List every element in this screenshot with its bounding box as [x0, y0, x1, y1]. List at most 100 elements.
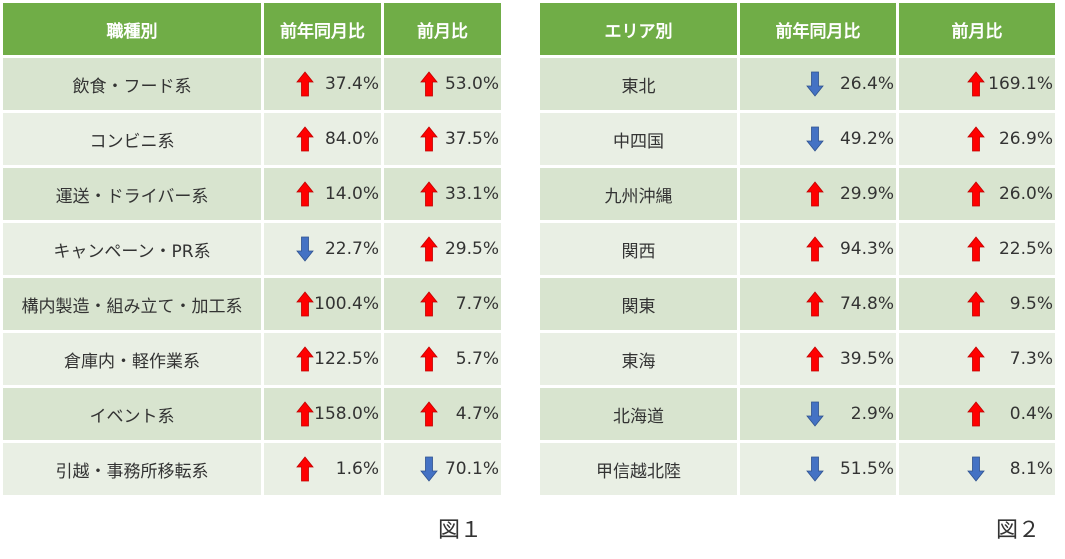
yoy-cell: 84.0%: [264, 113, 381, 165]
arrow-up-icon: [420, 401, 438, 427]
arrow-up-icon: [967, 401, 985, 427]
table-row: 東北 26.4% 169.1%: [540, 58, 1055, 110]
yoy-value: 158.0%: [314, 404, 379, 424]
arrow-up-icon: [967, 181, 985, 207]
arrow-up-icon: [296, 181, 314, 207]
yoy-cell: 14.0%: [264, 168, 381, 220]
yoy-value: 94.3%: [839, 239, 894, 259]
yoy-value: 1.6%: [335, 459, 379, 479]
yoy-value: 14.0%: [324, 184, 379, 204]
mom-value: 53.0%: [444, 74, 499, 94]
mom-value: 33.1%: [444, 184, 499, 204]
row-label: 中四国: [540, 113, 737, 165]
yoy-cell: 37.4%: [264, 58, 381, 110]
arrow-up-icon: [420, 71, 438, 97]
area-table: エリア別 前年同月比 前月比 東北 26.4% 169.1% 中四国 49.2% 26.9…: [537, 0, 1058, 498]
yoy-value: 74.8%: [839, 294, 894, 314]
mom-cell: 53.0%: [384, 58, 501, 110]
yoy-cell: 39.5%: [740, 333, 896, 385]
yoy-value: 51.5%: [839, 459, 894, 479]
row-label: 運送・ドライバー系: [3, 168, 261, 220]
header-area: エリア別: [540, 3, 737, 55]
header-mom: 前月比: [899, 3, 1055, 55]
table-row: 倉庫内・軽作業系 122.5% 5.7%: [3, 333, 501, 385]
row-label: コンビニ系: [3, 113, 261, 165]
row-label: 甲信越北陸: [540, 443, 737, 495]
header-yoy: 前年同月比: [740, 3, 896, 55]
arrow-down-icon: [296, 236, 314, 262]
arrow-down-icon: [967, 456, 985, 482]
mom-value: 7.3%: [1009, 349, 1053, 369]
arrow-up-icon: [967, 71, 985, 97]
mom-value: 4.7%: [455, 404, 499, 424]
arrow-up-icon: [420, 126, 438, 152]
arrow-down-icon: [806, 126, 824, 152]
mom-value: 26.0%: [998, 184, 1053, 204]
yoy-value: 29.9%: [839, 184, 894, 204]
yoy-cell: 122.5%: [264, 333, 381, 385]
table-row: 甲信越北陸 51.5% 8.1%: [540, 443, 1055, 495]
yoy-value: 122.5%: [314, 349, 379, 369]
arrow-up-icon: [420, 346, 438, 372]
arrow-up-icon: [420, 181, 438, 207]
mom-cell: 169.1%: [899, 58, 1055, 110]
arrow-up-icon: [296, 126, 314, 152]
row-label: 関東: [540, 278, 737, 330]
arrow-up-icon: [806, 346, 824, 372]
row-label: 飲食・フード系: [3, 58, 261, 110]
yoy-cell: 29.9%: [740, 168, 896, 220]
yoy-value: 100.4%: [314, 294, 379, 314]
mom-value: 7.7%: [455, 294, 499, 314]
mom-value: 37.5%: [444, 129, 499, 149]
arrow-down-icon: [806, 71, 824, 97]
mom-value: 0.4%: [1009, 404, 1053, 424]
row-label: キャンペーン・PR系: [3, 223, 261, 275]
table-row: 飲食・フード系 37.4% 53.0%: [3, 58, 501, 110]
figure-2-caption: 図２: [996, 518, 1041, 543]
mom-value: 26.9%: [998, 129, 1053, 149]
arrow-up-icon: [296, 71, 314, 97]
arrow-up-icon: [967, 346, 985, 372]
header-job-type: 職種別: [3, 3, 261, 55]
arrow-up-icon: [806, 291, 824, 317]
mom-value: 5.7%: [455, 349, 499, 369]
arrow-up-icon: [296, 346, 314, 372]
row-label: 北海道: [540, 388, 737, 440]
arrow-up-icon: [806, 236, 824, 262]
yoy-cell: 158.0%: [264, 388, 381, 440]
mom-cell: 0.4%: [899, 388, 1055, 440]
mom-cell: 5.7%: [384, 333, 501, 385]
table-row: 関西 94.3% 22.5%: [540, 223, 1055, 275]
row-label: 関西: [540, 223, 737, 275]
yoy-value: 2.9%: [850, 404, 894, 424]
yoy-cell: 100.4%: [264, 278, 381, 330]
arrow-up-icon: [420, 291, 438, 317]
arrow-up-icon: [296, 291, 314, 317]
row-label: 倉庫内・軽作業系: [3, 333, 261, 385]
yoy-value: 22.7%: [324, 239, 379, 259]
mom-cell: 37.5%: [384, 113, 501, 165]
yoy-cell: 2.9%: [740, 388, 896, 440]
mom-value: 169.1%: [988, 74, 1053, 94]
table-row: 引越・事務所移転系 1.6% 70.1%: [3, 443, 501, 495]
arrow-up-icon: [420, 236, 438, 262]
row-label: 九州沖縄: [540, 168, 737, 220]
table-row: 東海 39.5% 7.3%: [540, 333, 1055, 385]
arrow-up-icon: [296, 401, 314, 427]
yoy-cell: 94.3%: [740, 223, 896, 275]
yoy-cell: 51.5%: [740, 443, 896, 495]
yoy-cell: 22.7%: [264, 223, 381, 275]
yoy-cell: 1.6%: [264, 443, 381, 495]
yoy-cell: 74.8%: [740, 278, 896, 330]
row-label: 構内製造・組み立て・加工系: [3, 278, 261, 330]
table-row: イベント系 158.0% 4.7%: [3, 388, 501, 440]
mom-cell: 26.0%: [899, 168, 1055, 220]
mom-cell: 22.5%: [899, 223, 1055, 275]
job-type-table: 職種別 前年同月比 前月比 飲食・フード系 37.4% 53.0% コンビニ系 84.0…: [0, 0, 504, 498]
table-header-row: 職種別 前年同月比 前月比: [3, 3, 501, 55]
row-label: 東北: [540, 58, 737, 110]
mom-cell: 33.1%: [384, 168, 501, 220]
yoy-value: 37.4%: [324, 74, 379, 94]
mom-cell: 29.5%: [384, 223, 501, 275]
table-row: 北海道 2.9% 0.4%: [540, 388, 1055, 440]
